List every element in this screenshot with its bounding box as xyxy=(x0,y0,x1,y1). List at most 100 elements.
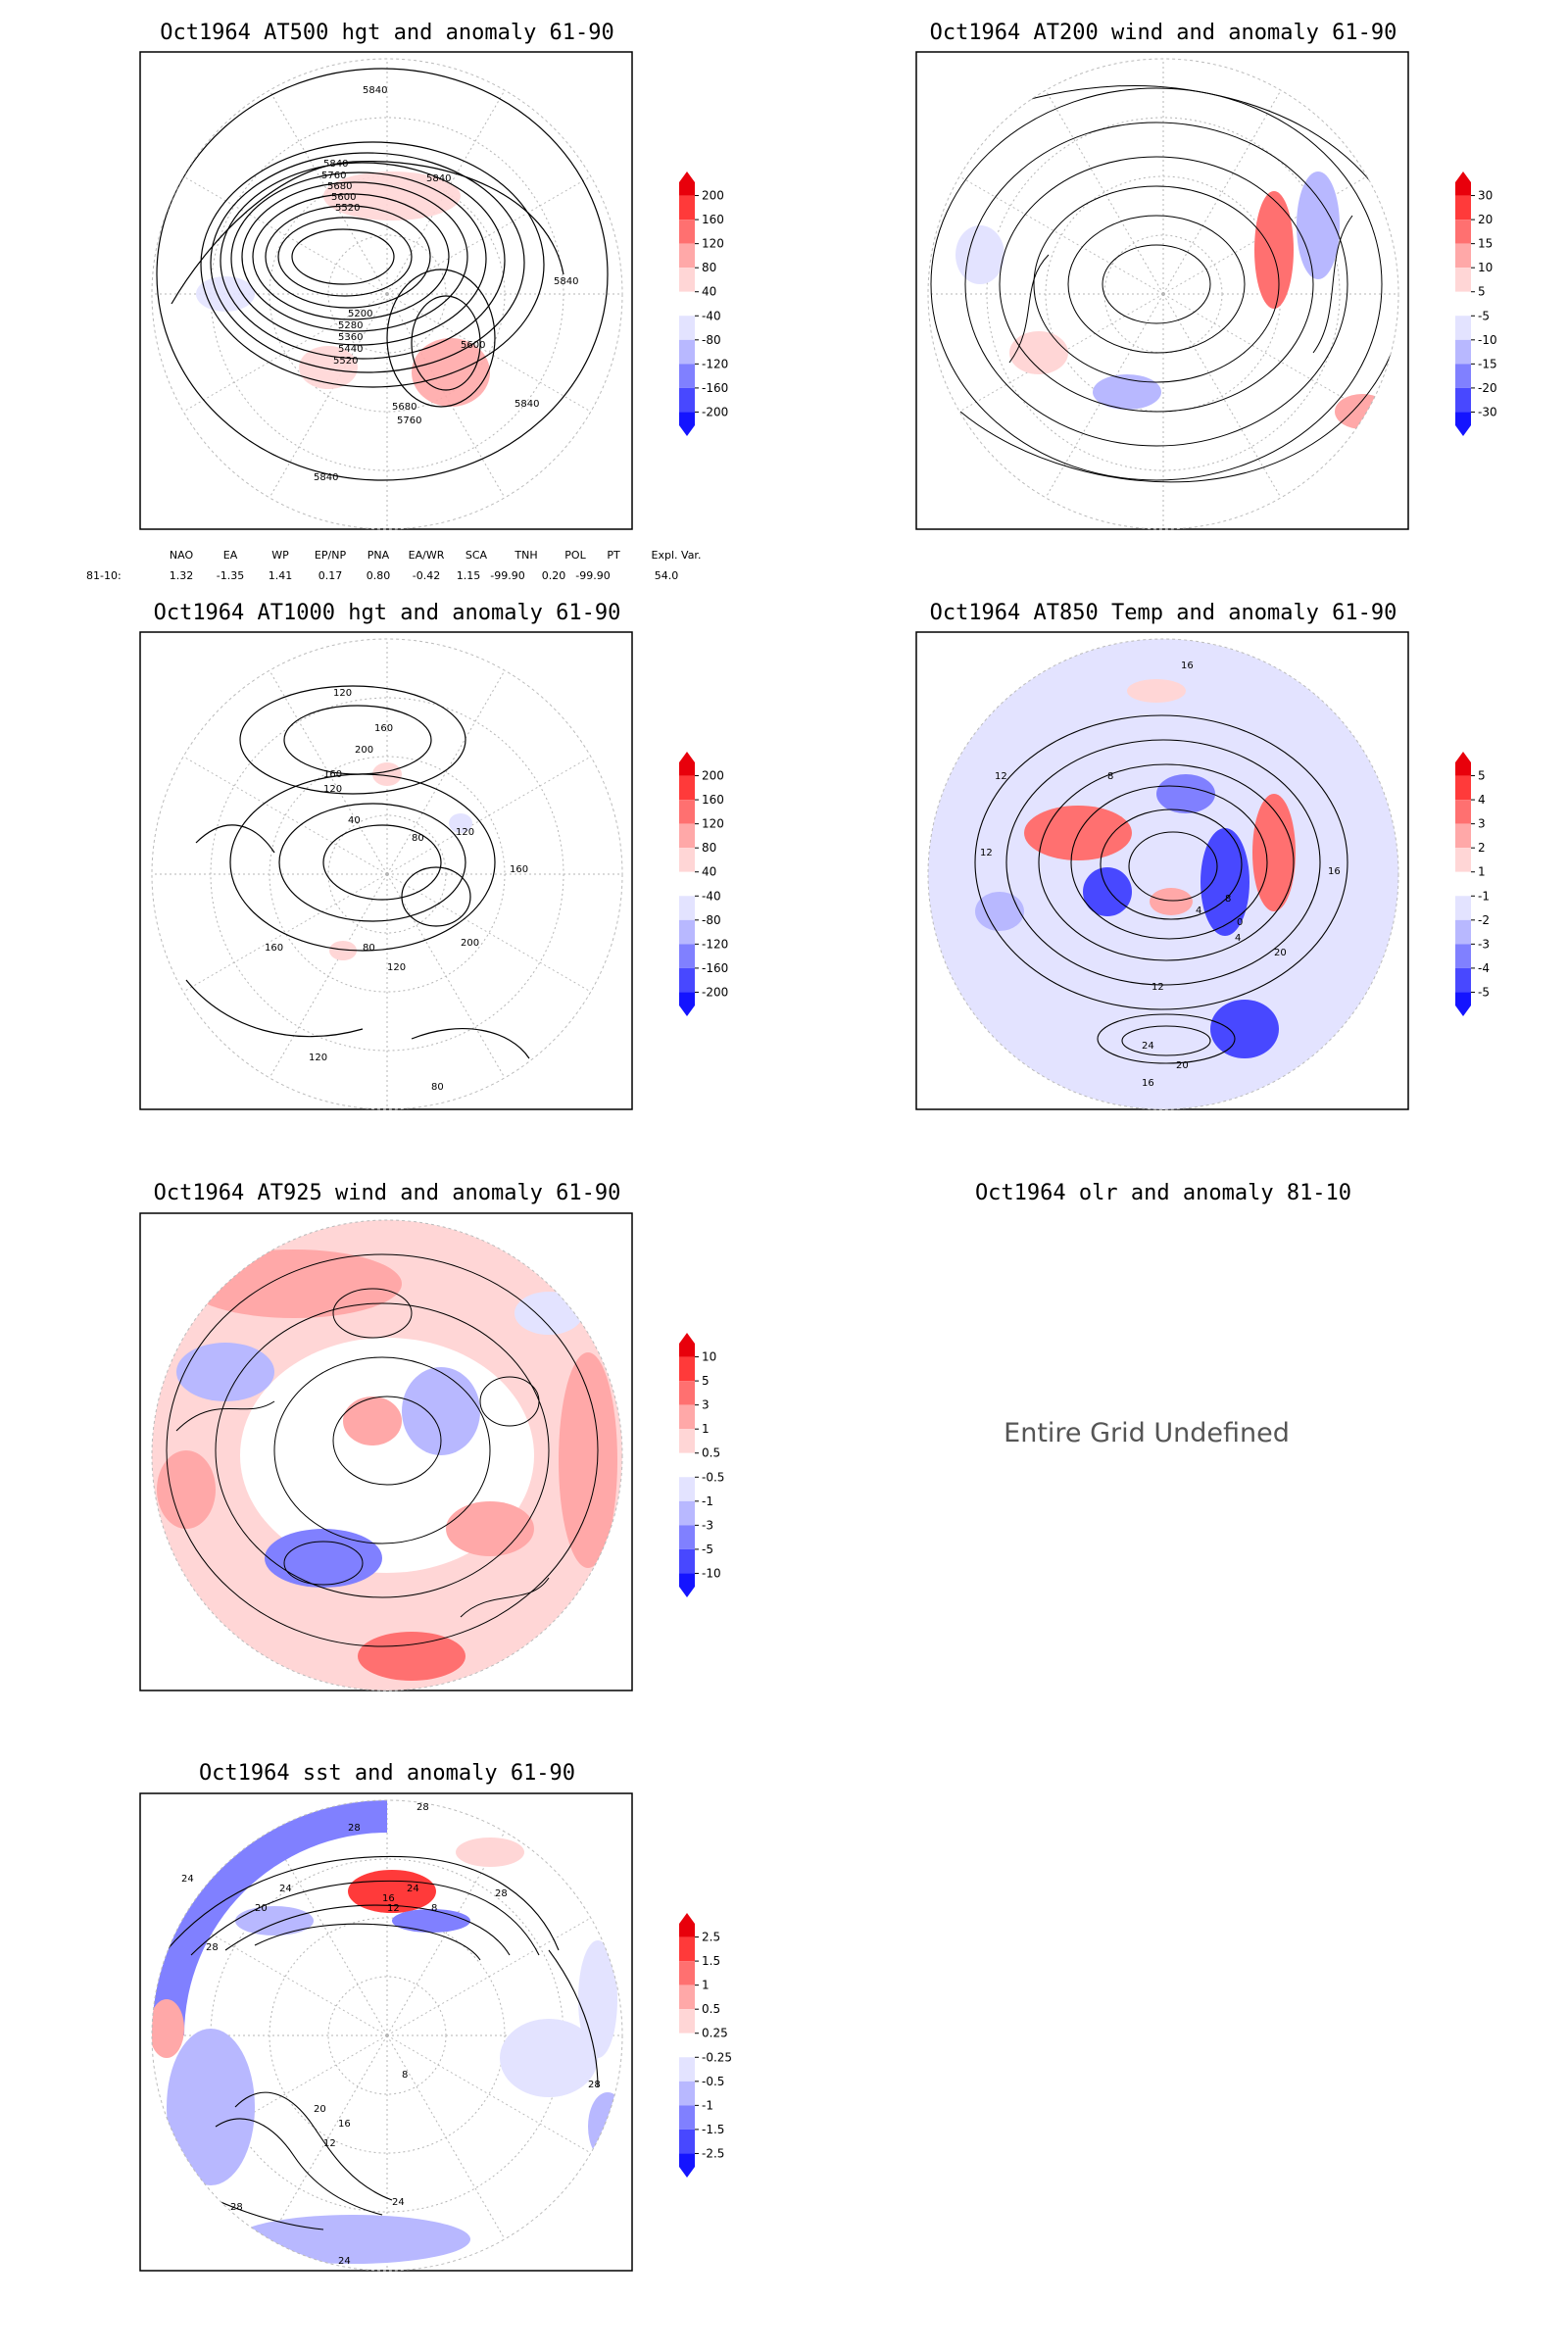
contour-label: 24 xyxy=(392,2197,405,2208)
meridian-line xyxy=(1162,293,1368,413)
legend-label: -1 xyxy=(702,1494,713,1508)
legend-label: 200 xyxy=(702,769,724,783)
legend-label: 4 xyxy=(1478,793,1486,807)
legend-swatch xyxy=(1455,919,1471,945)
meridian-line xyxy=(269,669,388,875)
contour-label: 5840 xyxy=(426,173,451,184)
color-legend: 5 4 3 2 1 -1 -2 -3 -4 -5 xyxy=(1455,752,1490,1016)
legend-swatch xyxy=(679,1429,695,1453)
meridian-line xyxy=(269,1831,388,2036)
legend-swatch xyxy=(679,848,695,872)
color-legend: 10 5 3 1 0.5 -0.5 -1 -3 -5 -10 xyxy=(679,1333,724,1597)
legend-swatch xyxy=(1455,364,1471,388)
map-boundary xyxy=(151,638,623,1110)
legend-swatch xyxy=(679,775,695,801)
contour-label: 5520 xyxy=(333,356,358,367)
height-contours xyxy=(185,685,530,1059)
panel-at1000-hgt: Oct1964 AT1000 hgt and anomaly 61-90 xyxy=(139,601,728,1110)
legend-label: -200 xyxy=(702,985,728,999)
legend-label: -1 xyxy=(1478,889,1490,903)
contour-label: 8 xyxy=(431,1903,437,1914)
legend-arrow-high xyxy=(679,172,695,196)
legend-label: 5 xyxy=(702,1374,710,1388)
meridian-line xyxy=(182,873,388,993)
contour-label: 200 xyxy=(461,938,479,949)
legend-arrow-low xyxy=(679,992,695,1016)
index-header: WP xyxy=(271,549,289,562)
legend-swatch xyxy=(679,823,695,849)
legend-label: -120 xyxy=(702,357,728,370)
anomaly-shading xyxy=(928,639,1398,1109)
legend-label: 160 xyxy=(702,793,724,807)
legend-label: 20 xyxy=(1478,213,1493,226)
contour-label: 12 xyxy=(1152,982,1164,993)
legend-swatch xyxy=(1455,243,1471,269)
meridian-line xyxy=(1162,293,1282,499)
contour-label: 24 xyxy=(181,1874,194,1885)
index-value: -99.90 xyxy=(490,569,524,582)
contour-label: 28 xyxy=(495,1888,508,1899)
legend-label: 160 xyxy=(702,213,724,226)
contour-label: 160 xyxy=(265,943,283,954)
legend-label: 120 xyxy=(702,237,724,251)
contour-label: 16 xyxy=(1181,661,1194,671)
contour-label: 16 xyxy=(338,2119,351,2130)
legend-label: -3 xyxy=(702,1518,713,1532)
contour-label: 5840 xyxy=(554,276,578,287)
index-header: SCA xyxy=(466,549,488,562)
map-frame xyxy=(139,1212,633,1691)
meridian-line xyxy=(386,1917,592,2036)
contour-label: 160 xyxy=(374,723,393,734)
contour-label: 20 xyxy=(255,1903,268,1914)
contour-label: 120 xyxy=(333,688,352,699)
legend-swatch xyxy=(1455,896,1471,920)
contour-label: 28 xyxy=(348,1823,361,1834)
legend-label: -1.5 xyxy=(702,2123,724,2136)
legend-label: -2.5 xyxy=(702,2146,724,2160)
legend-label: 10 xyxy=(1478,261,1493,274)
contour-label: 5440 xyxy=(338,344,363,355)
meridian-line xyxy=(386,2034,506,2240)
contour-label: 5840 xyxy=(514,399,539,410)
contour-label: 120 xyxy=(387,962,406,973)
legend-label: 200 xyxy=(702,189,724,203)
legend-arrow-high xyxy=(1455,752,1471,776)
legend-arrow-high xyxy=(679,1913,695,1937)
index-value: -1.35 xyxy=(217,569,244,582)
legend-label: 80 xyxy=(702,841,716,855)
map-frame xyxy=(139,51,633,530)
anomaly-shading xyxy=(152,1800,622,2264)
panel-title: Oct1964 AT925 wind and anomaly 61-90 xyxy=(154,1181,621,1205)
legend-swatch xyxy=(679,1984,695,2010)
legend-swatch xyxy=(679,1500,695,1526)
contour-label: 8 xyxy=(1225,894,1231,905)
contour-label: 5760 xyxy=(397,416,421,426)
meridian-line xyxy=(269,873,388,1079)
legend-label: 0.5 xyxy=(702,2002,720,2016)
contour-label: 12 xyxy=(995,771,1007,782)
meridian-line xyxy=(386,756,592,875)
legend-label: -0.5 xyxy=(702,1470,724,1484)
legend-label: 120 xyxy=(702,817,724,831)
contour-label: 5840 xyxy=(323,159,348,170)
legend-swatch xyxy=(679,2033,695,2058)
contour-label: 20 xyxy=(1176,1060,1189,1071)
contour-label: 5600 xyxy=(331,192,356,203)
legend-swatch xyxy=(679,967,695,993)
legend-label: 10 xyxy=(702,1350,716,1364)
legend-swatch xyxy=(679,268,695,292)
legend-label: -40 xyxy=(702,889,721,903)
index-value: -0.42 xyxy=(413,569,440,582)
contour-label: 5520 xyxy=(335,203,360,214)
contour-label: 20 xyxy=(1274,948,1287,958)
contour-label: 16 xyxy=(382,1893,395,1904)
contour-label: 160 xyxy=(323,769,342,780)
contour-label: 24 xyxy=(1142,1041,1154,1052)
legend-label: -10 xyxy=(1478,333,1497,347)
contour-label: 80 xyxy=(431,1082,444,1093)
panel-at850-temp: Oct1964 AT850 Temp and anomaly 61-90 xyxy=(915,601,1490,1110)
meridian-line xyxy=(269,2034,388,2240)
legend-label: 5 xyxy=(1478,285,1486,299)
meridian-line xyxy=(386,873,506,1079)
meridian-line xyxy=(386,669,506,875)
